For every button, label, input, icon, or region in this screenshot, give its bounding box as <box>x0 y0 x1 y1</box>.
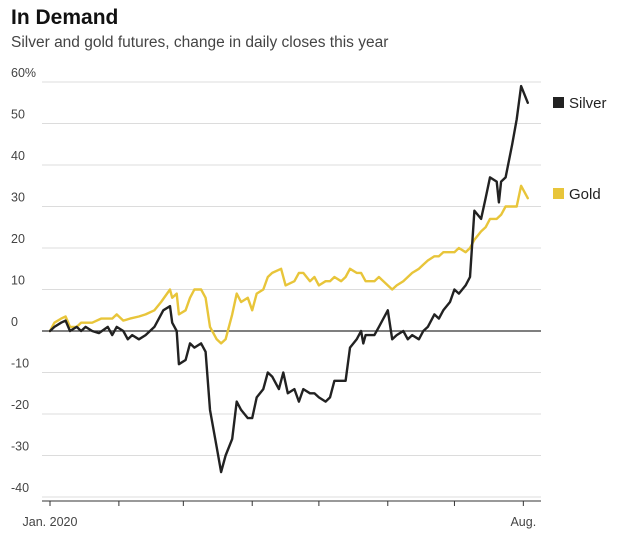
y-tick-label: -30 <box>11 440 29 454</box>
y-tick-label: 0 <box>11 315 18 329</box>
series-line-gold <box>48 184 529 345</box>
legend-swatch-gold <box>553 188 564 199</box>
y-tick-label: 50 <box>11 108 25 122</box>
x-tick-label: Aug. <box>510 515 536 529</box>
y-tick-label: 40 <box>11 149 25 163</box>
y-tick-label: -10 <box>11 357 29 371</box>
grid-lines <box>42 81 541 498</box>
y-tick-label: 20 <box>11 232 25 246</box>
legend-label-silver: Silver <box>569 95 607 112</box>
series-line-silver <box>48 84 529 474</box>
chart-subtitle: Silver and gold futures, change in daily… <box>11 34 389 51</box>
y-axis-ticks: 60% 50 40 30 20 10 0 -10 -20 -30 -40 <box>11 66 36 495</box>
legend: Silver Gold <box>553 95 607 203</box>
y-tick-label: 10 <box>11 274 25 288</box>
legend-label-gold: Gold <box>569 186 601 203</box>
y-tick-label: 30 <box>11 191 25 205</box>
y-tick-label: -40 <box>11 481 29 495</box>
y-tick-label: 60% <box>11 66 36 80</box>
x-axis: Jan. 2020 Aug. <box>23 500 541 529</box>
chart-title: In Demand <box>11 6 119 29</box>
legend-swatch-silver <box>553 97 564 108</box>
series-lines <box>48 84 529 474</box>
y-tick-label: -20 <box>11 398 29 412</box>
x-tick-label: Jan. 2020 <box>23 515 78 529</box>
